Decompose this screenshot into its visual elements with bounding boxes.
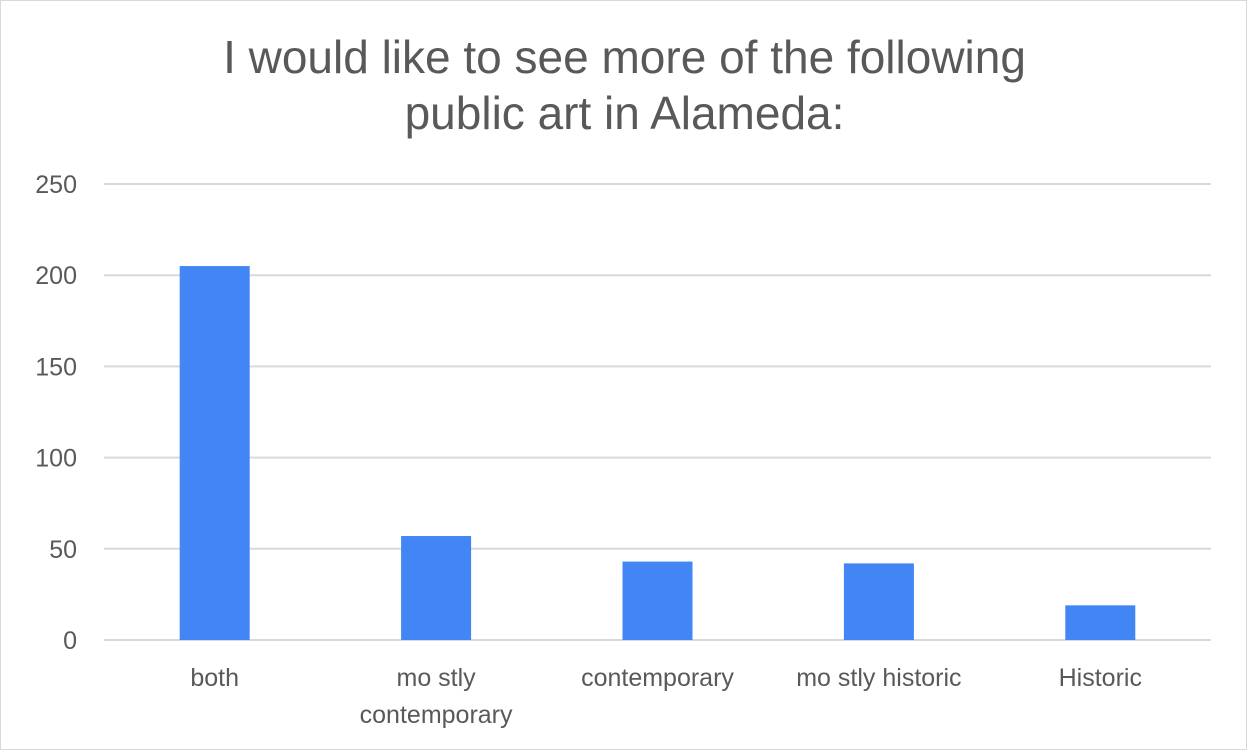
y-tick-label-100: 100 xyxy=(35,445,77,473)
y-tick-label-250: 250 xyxy=(35,171,77,199)
y-tick-label-200: 200 xyxy=(35,262,77,290)
x-tick-label-1-line-1: contemporary xyxy=(360,701,513,729)
y-tick-label-150: 150 xyxy=(35,353,77,381)
chart-title-line-2: public art in Alameda: xyxy=(404,87,845,139)
chart-title-line-1: I would like to see more of the followin… xyxy=(223,31,1026,83)
x-tick-label-3: mo stly historic xyxy=(796,664,961,692)
bar-4 xyxy=(1065,605,1136,640)
x-tick-label-1-line-0: mo stly xyxy=(397,664,477,692)
x-tick-label-4: Historic xyxy=(1059,664,1142,692)
x-tick-label-2: contemporary xyxy=(581,664,734,692)
bar-1 xyxy=(401,536,472,640)
y-tick-label-0: 0 xyxy=(63,627,77,655)
bar-3 xyxy=(843,563,914,640)
x-tick-label-0: both xyxy=(190,664,239,692)
y-tick-label-50: 50 xyxy=(49,536,77,564)
chart-title: I would like to see more of the followin… xyxy=(1,29,1247,141)
bar-2 xyxy=(622,561,693,640)
bar-0 xyxy=(179,266,250,640)
